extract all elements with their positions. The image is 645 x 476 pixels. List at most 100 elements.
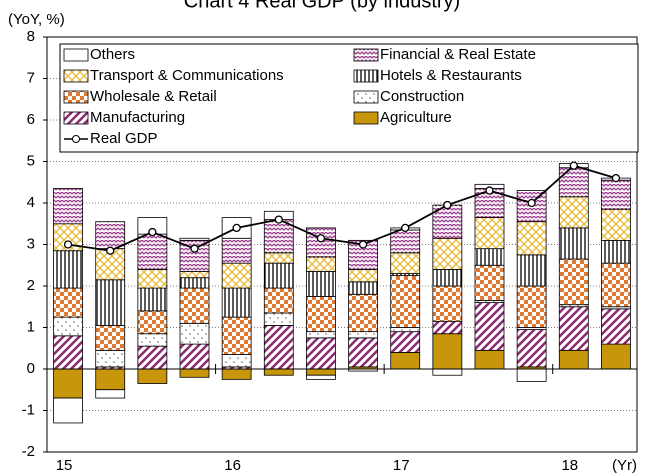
- bar-segment: [263, 287, 294, 314]
- bar-segment: [516, 221, 547, 256]
- bar-segment: [390, 351, 421, 370]
- y-tick-label: -2: [22, 443, 35, 460]
- legend-label: Real GDP: [90, 130, 158, 147]
- legend-label: Hotels & Restaurants: [380, 67, 522, 84]
- bar-segment: [558, 167, 589, 198]
- bar-segment: [432, 237, 463, 270]
- legend-swatch: [63, 69, 89, 83]
- bar-segment: [137, 333, 168, 347]
- y-tick-label: 0: [27, 360, 35, 377]
- legend-box: [59, 43, 639, 153]
- bar-segment: [601, 308, 631, 345]
- bar-segment: [516, 329, 547, 368]
- legend-swatch: [353, 48, 379, 62]
- line-marker: [443, 200, 452, 210]
- bar-segment: [53, 188, 83, 225]
- bar-segment: [474, 264, 505, 301]
- bar-segment: [137, 368, 168, 384]
- bar-segment: [432, 320, 463, 335]
- bar-segment: [179, 271, 210, 279]
- bar-segment: [53, 397, 83, 424]
- bar-segment: [601, 343, 631, 370]
- bar-segment: [263, 368, 294, 376]
- bar-segment: [95, 221, 126, 250]
- bar-segment: [348, 268, 378, 283]
- bar-segment: [137, 345, 168, 370]
- line-marker: [148, 227, 157, 237]
- line-marker: [485, 186, 494, 195]
- legend-marker: [72, 135, 80, 143]
- bar-segment: [179, 343, 210, 370]
- y-axis-label: (YoY, %): [8, 11, 65, 28]
- bar-segment: [221, 237, 252, 264]
- bar-segment: [53, 287, 83, 318]
- bar-segment: [390, 275, 421, 328]
- y-tick-label: 7: [27, 69, 35, 86]
- bar-segment: [306, 271, 336, 297]
- line-marker: [232, 223, 241, 233]
- bar-segment: [601, 208, 631, 241]
- x-axis-label: (Yr): [612, 457, 637, 474]
- bar-segment: [348, 337, 378, 368]
- bar-segment: [95, 389, 126, 399]
- line-marker: [106, 246, 115, 255]
- bar-segment: [474, 302, 505, 351]
- bar-segment: [221, 368, 252, 380]
- bar-segment: [306, 331, 336, 339]
- legend-label: Others: [90, 46, 135, 63]
- bar-segment: [601, 239, 631, 264]
- bar-segment: [516, 368, 547, 382]
- line-marker: [527, 198, 536, 208]
- y-tick-label: 5: [27, 152, 35, 169]
- bar-segment: [516, 285, 547, 328]
- bar-segment: [306, 256, 336, 272]
- bar-segment: [558, 306, 589, 351]
- bar-segment: [179, 237, 210, 241]
- bar-segment: [432, 368, 463, 376]
- bar-segment: [474, 248, 505, 266]
- bar-segment: [558, 349, 589, 370]
- legend-label: Manufacturing: [90, 109, 185, 126]
- bar-segment: [95, 368, 126, 391]
- line-marker: [63, 240, 73, 249]
- x-tick-label: 15: [56, 457, 73, 474]
- bar-segment: [53, 316, 83, 337]
- bar-segment: [601, 262, 631, 308]
- bar-segment: [53, 368, 83, 399]
- bar-segment: [221, 287, 252, 318]
- y-tick-label: 4: [27, 194, 35, 211]
- legend-swatch: [353, 69, 379, 83]
- bar-segment: [390, 252, 421, 274]
- y-tick-label: 8: [27, 28, 35, 45]
- bar-segment: [558, 196, 589, 229]
- bar-segment: [390, 327, 421, 333]
- bar-segment: [558, 258, 589, 306]
- bar-segment: [53, 250, 83, 289]
- legend-label: Wholesale & Retail: [90, 88, 217, 105]
- bar-segment: [390, 331, 421, 353]
- bar-segment: [263, 262, 294, 289]
- bar-segment: [221, 316, 252, 355]
- legend-swatch: [63, 90, 89, 104]
- y-tick-label: 3: [27, 235, 35, 252]
- bar-segment: [263, 252, 294, 264]
- y-tick-label: -1: [22, 401, 35, 418]
- bar-segment: [516, 254, 547, 287]
- bar-segment: [348, 281, 378, 295]
- x-tick-label: 17: [393, 457, 410, 474]
- legend-swatch: [63, 48, 89, 62]
- bar-segment: [558, 227, 589, 260]
- line-marker: [401, 223, 410, 233]
- bar-segment: [348, 293, 378, 333]
- bar-segment: [474, 217, 505, 250]
- bar-segment: [179, 287, 210, 324]
- bar-segment: [179, 322, 210, 345]
- bar-segment: [306, 295, 336, 333]
- bar-segment: [221, 354, 252, 368]
- bar-segment: [432, 285, 463, 322]
- y-tick-label: 2: [27, 277, 35, 294]
- line-marker: [316, 234, 326, 243]
- bar-segment: [432, 333, 463, 370]
- y-tick-label: 6: [27, 111, 35, 128]
